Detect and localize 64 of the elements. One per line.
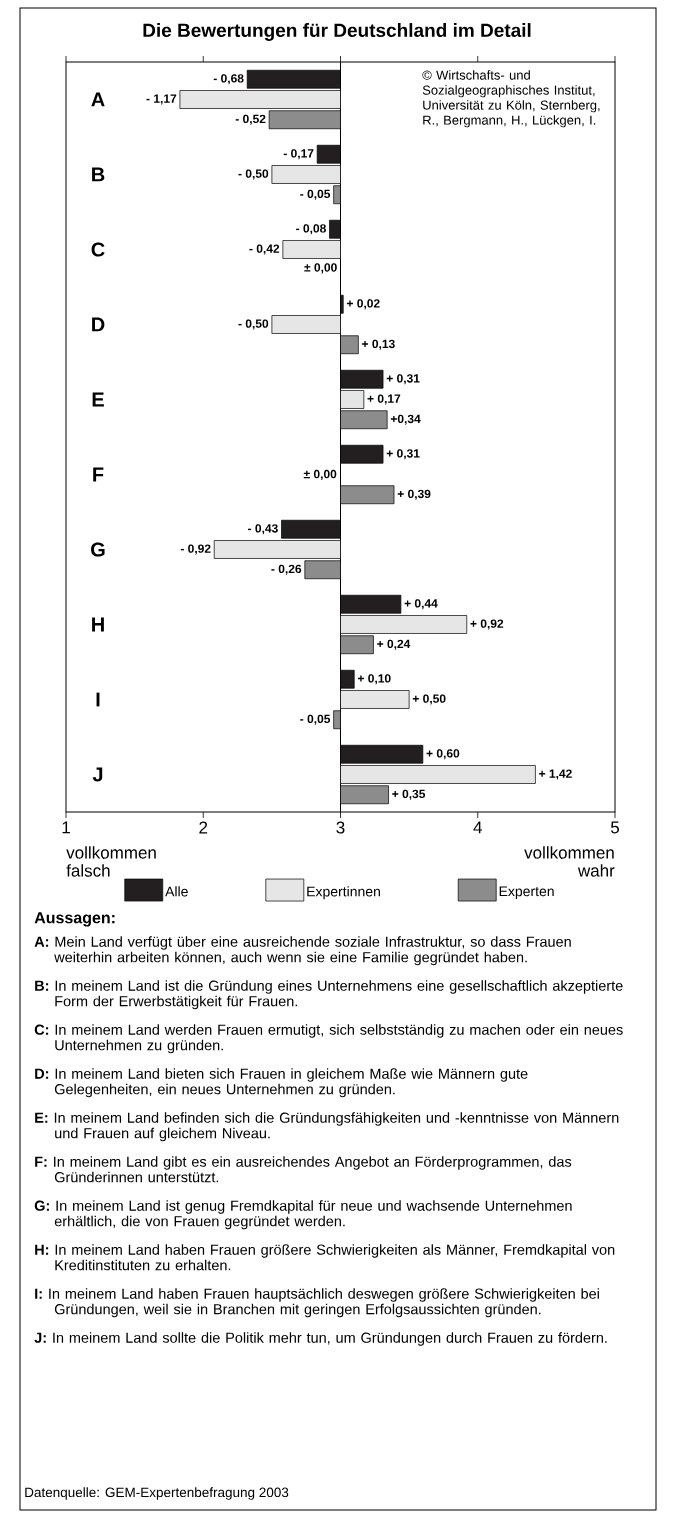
x-tick-label: 4 [473,821,482,834]
data-label: + 0,60 [426,749,460,760]
text: C: In meinem Land werden Frauen ermutigt, sich selbstständig zu machen oder ein neues Unternehmen zu gründen. [34,1024,623,1054]
data-label: + 0,39 [397,489,431,500]
data-label: + 0,92 [470,619,504,630]
annotation: © Wirtschafts- und Sozialgeographisches Institut, Universität zu Köln, Sternberg, R., Bergmann, H., Lückgen, I. [422,70,600,128]
text: Aussagen: [34,912,115,927]
annotation: ± 0,00 [304,263,337,274]
y-tick-label: F [93,467,104,482]
x-tick-label: 2 [199,821,208,834]
data-label: - 0,05 [300,189,331,200]
data-label: + 0,13 [362,339,395,350]
data-label: - 0,52 [235,114,266,125]
data-label: - 0,08 [296,224,326,235]
text: B: In meinem Land ist die Gründung eines Unternehmens eine gesellschaftlich akzeptierte Form der Erwerbstätigkeit für Frauen. [35,980,623,1010]
y-tick-label: I [96,692,100,707]
y-tick-label: E [92,392,104,407]
data-label: +0,34 [390,414,421,425]
data-label: + 0,31 [386,374,420,385]
text: Datenquelle: GEM-Expertenbefragung 2003 [25,1487,289,1500]
data-label: - 0,43 [248,524,278,535]
legend-label: Alle [165,886,188,897]
y-tick-label: G [91,542,105,557]
y-tick-label: J [92,767,103,782]
x-tick-label: 1 [62,821,70,834]
data-label: + 0,02 [346,299,380,310]
data-label: - 0,17 [283,149,314,160]
data-label: + 1,42 [539,769,572,780]
x-tick-label: 5 [610,821,620,834]
data-label: - 1,17 [146,94,177,105]
text: A: Mein Land verfügt über eine ausreichende soziale Infrastruktur, so dass Frauen weiterhin arbeiten können, auch wenn sie eine Familie gegründet haben. [34,936,571,966]
y-tick-label: D [92,317,105,332]
data-label: - 0,50 [238,169,269,180]
data-label: + 0,44 [404,599,438,610]
text: F: In meinem Land gibt es ein ausreichendes Angebot an Förderprogrammen, das Gründerinnen unterstützt. [35,1156,572,1183]
text: D: In meinem Land bieten sich Frauen in gleichem Maße wie Männern gute Gelegenheiten, ein neues Unternehmen zu gründen. [35,1068,528,1098]
annotation: ± 0,00 [303,469,337,481]
y-tick-label: H [92,617,104,632]
y-tick-label: A [91,92,105,107]
text: vollkommen falsch [66,846,156,877]
data-label: + 0,35 [392,789,426,800]
text: vollkommen wahr [524,846,615,877]
data-label: - 0,92 [180,544,211,555]
data-label: - 0,42 [249,244,280,255]
x-tick-label: 3 [336,821,345,834]
data-label: - 0,68 [213,74,244,85]
legend-label: Experten [499,886,554,900]
text: G: In meinem Land ist genug Fremdkapital für neue und wachsende Unternehmen erhältlich, die von Frauen gegründet werden. [34,1200,572,1230]
y-tick-label: C [91,242,105,257]
text: H: In meinem Land haben Frauen größere Schwierigkeiten als Männer, Fremdkapital von Kreditinstituten zu erhalten. [35,1244,615,1271]
data-label: + 0,17 [367,394,401,405]
data-label: - 0,26 [271,564,302,575]
text: J: In meinem Land sollte die Politik mehr tun, um Gründungen durch Frauen zu fördern. [34,1332,607,1346]
data-label: + 0,24 [377,639,411,650]
data-label: - 0,50 [238,319,269,330]
text: E: In meinem Land befinden sich die Gründungsfähigkeiten und -kenntnisse von Männern und Frauen auf gleichem Niveau. [35,1112,619,1142]
chart-title: Die Bewertungen für Deutschland im Detail [143,23,531,41]
data-label: + 0,10 [357,674,391,685]
data-label: + 0,31 [386,449,420,460]
y-tick-label: B [92,167,105,182]
legend-label: Expertinnen [307,886,380,900]
data-label: + 0,50 [412,694,446,705]
text: I: In meinem Land haben Frauen hauptsächlich deswegen größere Schwierigkeiten bei Gründungen, weil sie in Branchen mit geringen Erfolgsaussichten gründen. [35,1288,599,1318]
data-label: - 0,05 [300,714,331,725]
